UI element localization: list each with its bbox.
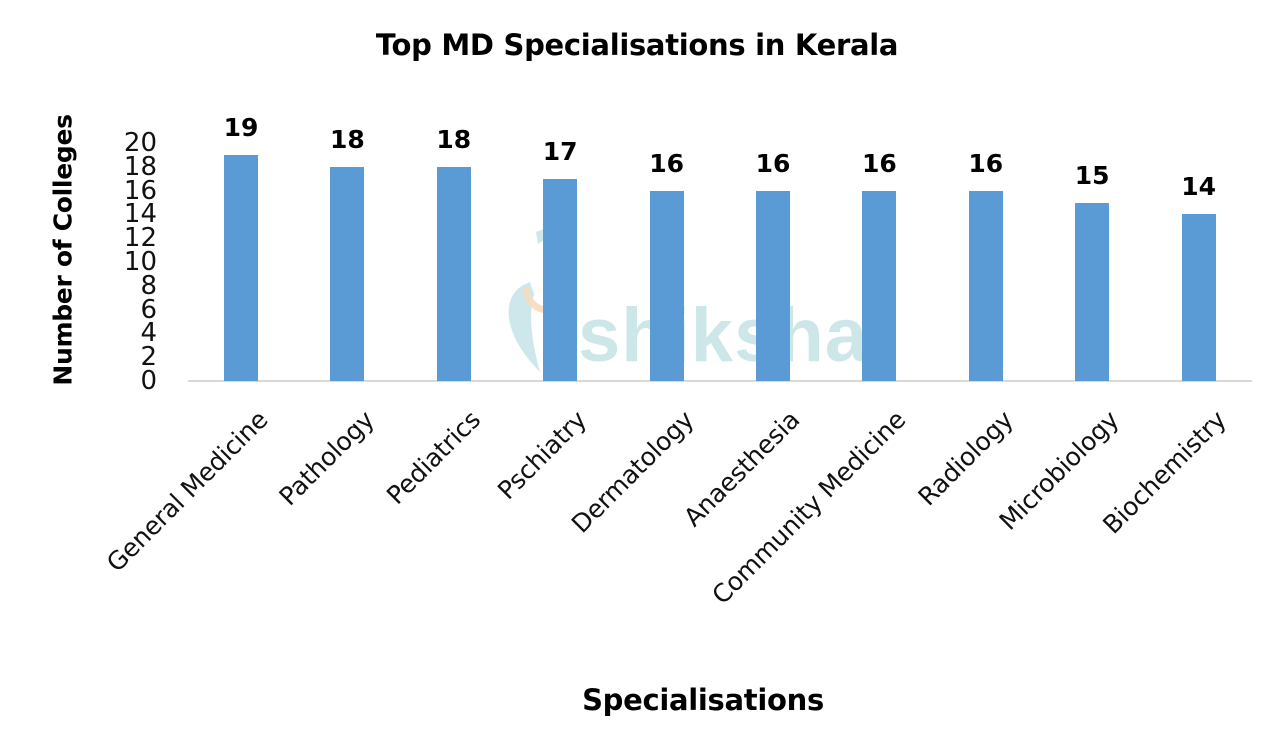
y-tick-label: 18	[123, 151, 157, 182]
y-tick-label: 12	[123, 223, 157, 254]
y-tick-label: 10	[123, 247, 157, 277]
bar	[968, 190, 1003, 381]
bar	[1181, 214, 1216, 381]
bar-value-label: 18	[329, 124, 365, 154]
y-tick-label: 16	[123, 175, 157, 206]
bar-value-label: 16	[861, 148, 897, 178]
bar-value-label: 19	[223, 112, 259, 142]
y-tick-label: 20	[123, 128, 157, 158]
bar-value-label: 16	[968, 148, 1004, 178]
y-tick-label: 14	[123, 199, 157, 230]
chart-title: Top MD Specialisations in Kerala	[375, 28, 899, 62]
x-tick-label: Pathology	[273, 405, 381, 512]
y-tick-label: 8	[140, 270, 157, 301]
watermark-text: shiksha	[578, 293, 869, 378]
bar	[224, 154, 258, 381]
x-tick-label: Community Medicine	[706, 405, 912, 610]
bar-value-label: 15	[1074, 160, 1110, 190]
bar-value-label: 16	[649, 148, 684, 178]
bar	[649, 190, 684, 381]
bar	[862, 190, 897, 381]
bar-value-label: 14	[1181, 172, 1216, 202]
bar	[543, 178, 578, 381]
bar	[330, 166, 365, 381]
y-tick-label: 6	[140, 294, 157, 325]
x-tick-label: Pschiatry	[492, 405, 593, 506]
bar-value-label: 16	[755, 148, 791, 178]
bar	[1075, 202, 1110, 381]
x-axis-label: Specialisations	[582, 683, 824, 717]
x-tick-label: General Medicine	[100, 405, 274, 578]
y-tick-label: 4	[140, 318, 157, 349]
x-tick-label: Radiology	[912, 405, 1019, 512]
y-tick-label: 2	[140, 342, 157, 373]
y-tick-label: 0	[140, 366, 157, 396]
bar-value-label: 18	[436, 124, 472, 154]
y-axis-label: Number of Colleges	[48, 114, 78, 386]
x-tick-label: Pediatrics	[380, 405, 486, 511]
bar	[436, 166, 471, 381]
bar-value-label: 17	[542, 136, 578, 166]
x-axis-line	[188, 380, 1252, 382]
bar	[756, 190, 790, 381]
